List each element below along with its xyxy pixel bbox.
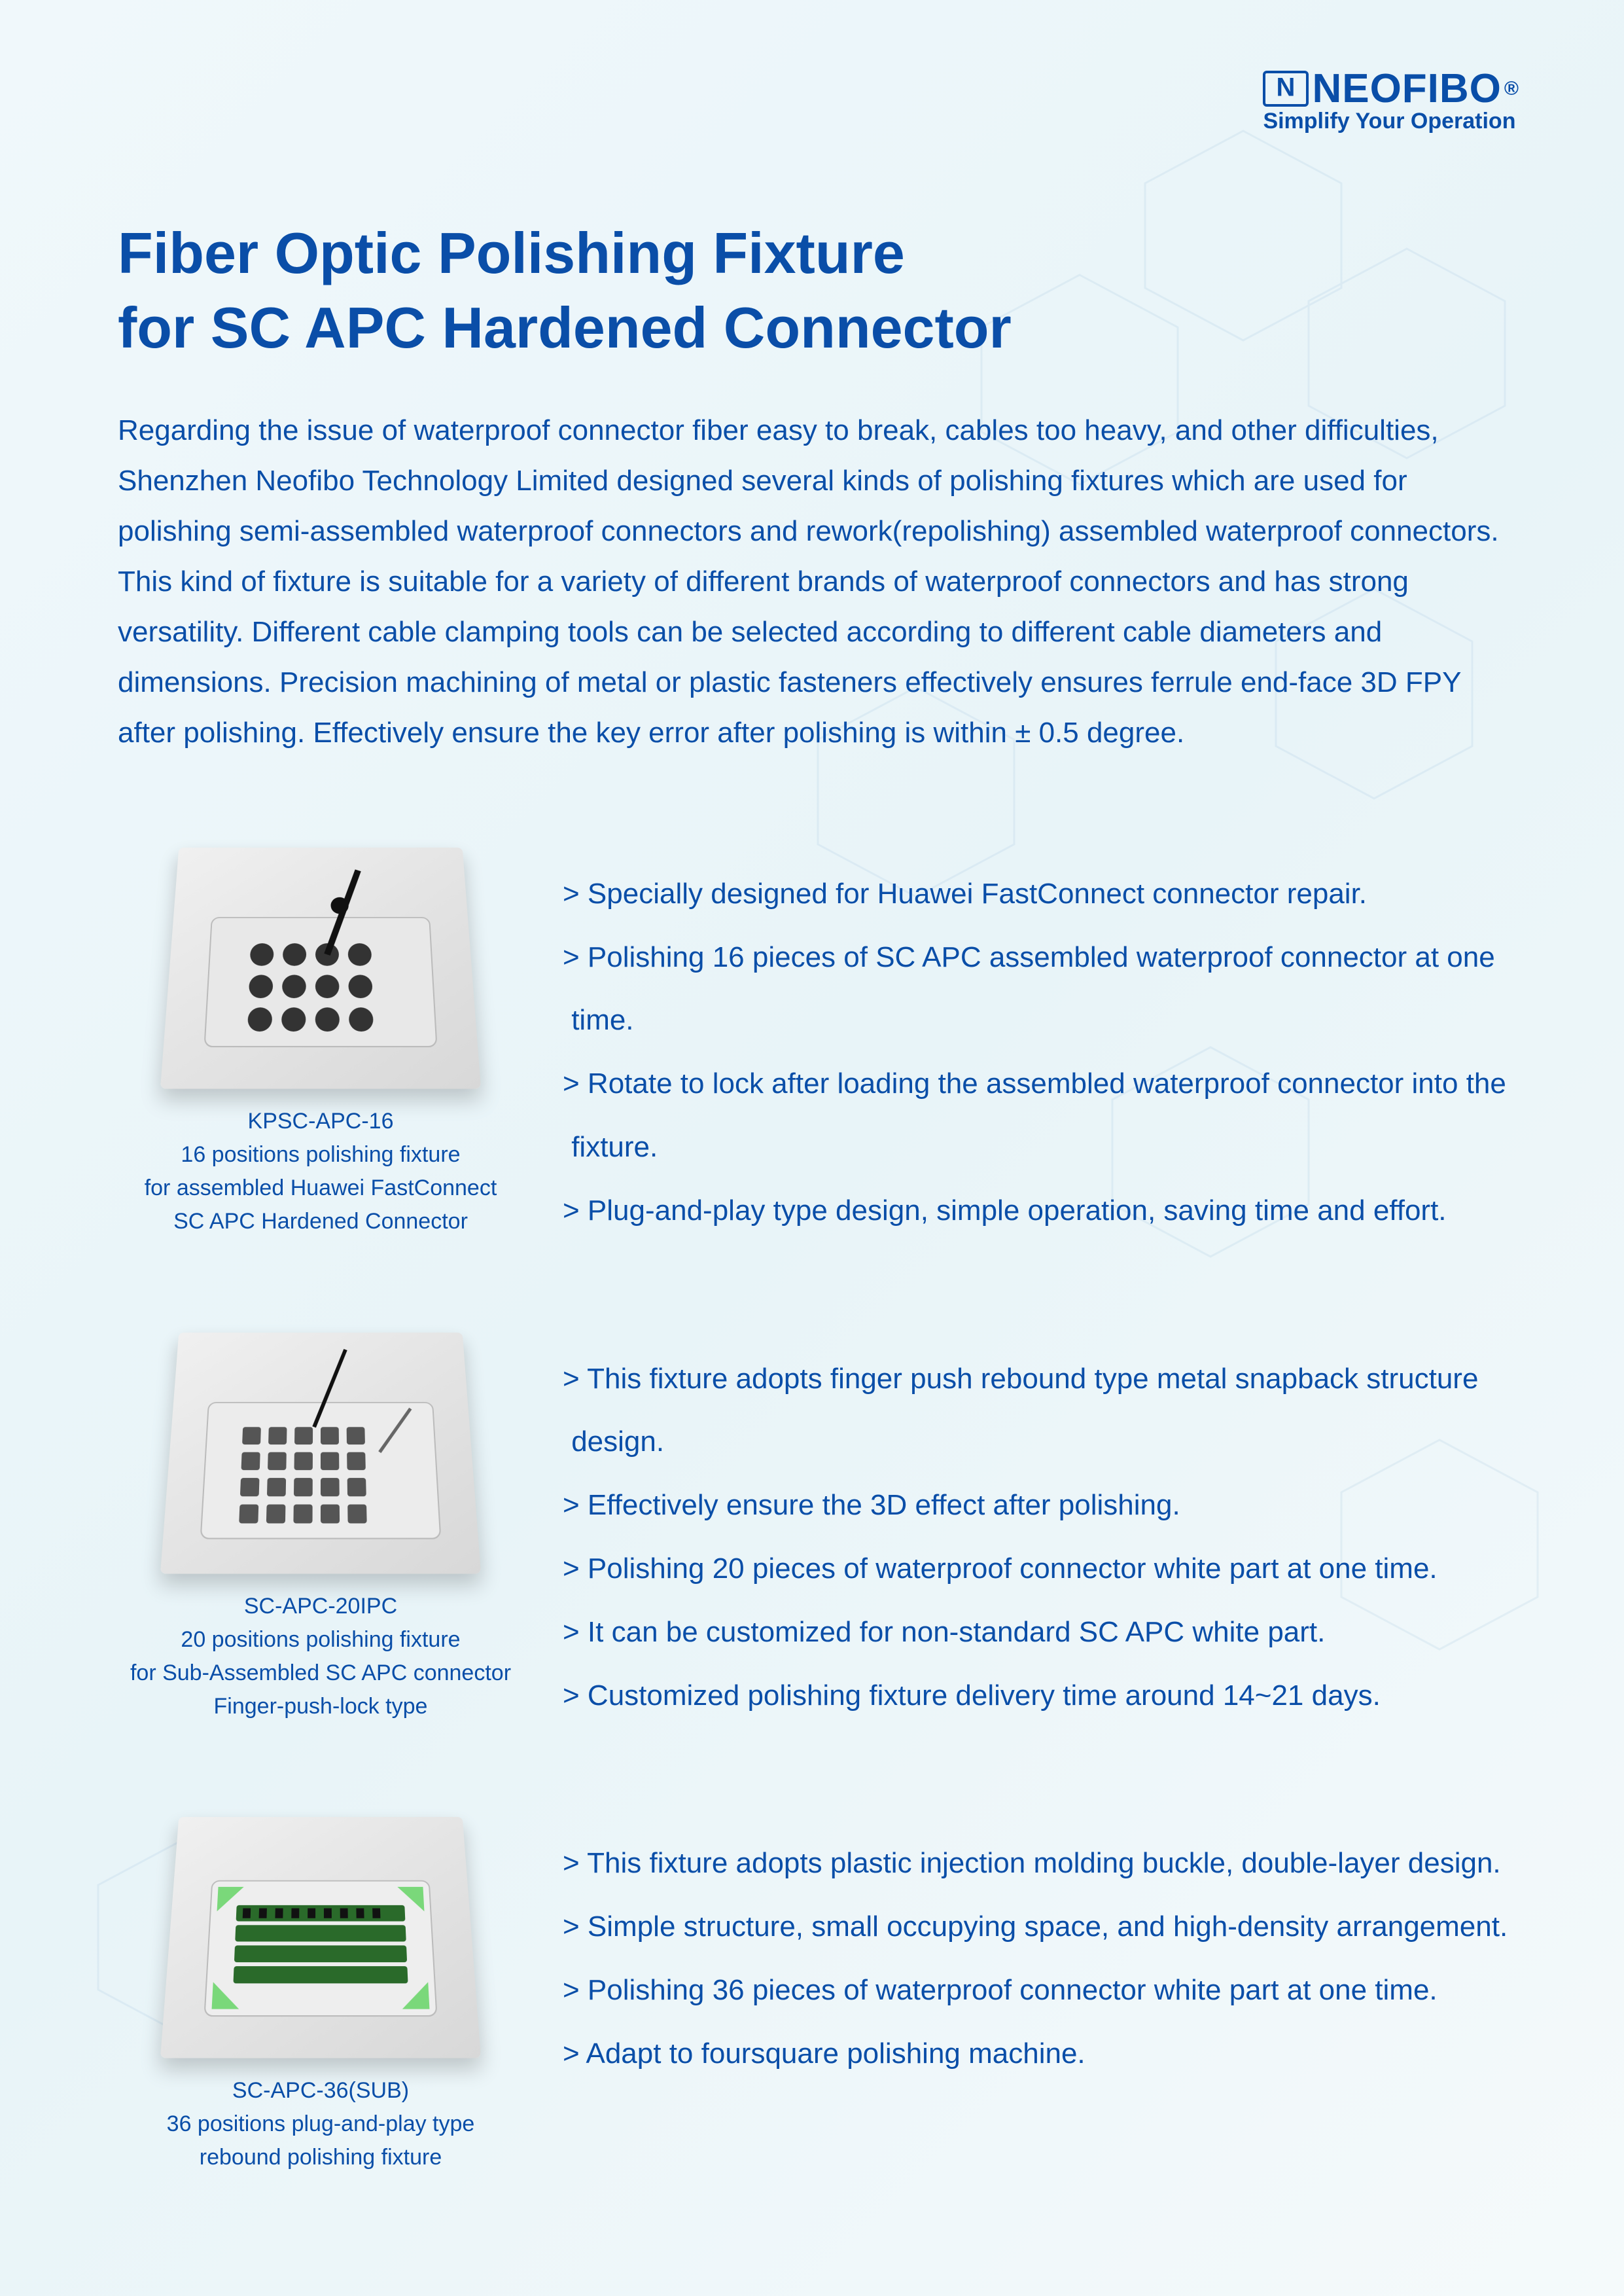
product-caption-1-line-2: for assembled Huawei FastConnect — [145, 1175, 497, 1200]
product-caption-1-line-1: 16 positions polishing fixture — [181, 1142, 460, 1167]
feature-1-2: > Polishing 16 pieces of SC APC assemble… — [563, 926, 1519, 1053]
brand-tagline: Simplify Your Operation — [1263, 109, 1519, 134]
product-caption-2: SC-APC-20IPC 20 positions polishing fixt… — [118, 1590, 523, 1723]
product-caption-2-line-1: 20 positions polishing fixture — [181, 1627, 460, 1652]
product-caption-3-line-2: rebound polishing fixture — [200, 2145, 442, 2170]
feature-2-4: > It can be customized for non-standard … — [563, 1601, 1519, 1664]
feature-3-3: > Polishing 36 pieces of waterproof conn… — [563, 1959, 1519, 2022]
page-title: Fiber Optic Polishing Fixture for SC APC… — [118, 216, 1519, 366]
product-features-1: > Specially designed for Huawei FastConn… — [563, 836, 1519, 1243]
product-row-3: SC-APC-36(SUB) 36 positions plug-and-pla… — [118, 1806, 1519, 2174]
intro-paragraph: Regarding the issue of waterproof connec… — [118, 405, 1519, 758]
product-model-2: SC-APC-20IPC — [118, 1590, 523, 1623]
feature-1-1: > Specially designed for Huawei FastConn… — [563, 863, 1519, 926]
product-image-1 — [160, 848, 481, 1088]
feature-3-2: > Simple structure, small occupying spac… — [563, 1895, 1519, 1959]
feature-2-1: > This fixture adopts finger push reboun… — [563, 1348, 1519, 1475]
product-caption-2-line-3: Finger-push-lock type — [214, 1694, 428, 1719]
product-caption-1-line-3: SC APC Hardened Connector — [173, 1209, 468, 1234]
brand-name: NEOFIBO — [1312, 65, 1501, 112]
product-row-1: KPSC-APC-16 16 positions polishing fixtu… — [118, 836, 1519, 1243]
product-caption-2-line-2: for Sub-Assembled SC APC connector — [130, 1660, 511, 1685]
feature-2-2: > Effectively ensure the 3D effect after… — [563, 1474, 1519, 1537]
product-caption-3: SC-APC-36(SUB) 36 positions plug-and-pla… — [118, 2074, 523, 2174]
feature-2-5: > Customized polishing fixture delivery … — [563, 1664, 1519, 1728]
title-line-2: for SC APC Hardened Connector — [118, 295, 1012, 360]
brand-logo: NEOFIBO ® Simplify Your Operation — [1263, 65, 1519, 134]
logo-icon — [1263, 71, 1309, 107]
product-row-2: SC-APC-20IPC 20 positions polishing fixt… — [118, 1321, 1519, 1728]
product-model-1: KPSC-APC-16 — [118, 1105, 523, 1138]
product-image-3 — [160, 1817, 481, 2058]
product-features-2: > This fixture adopts finger push reboun… — [563, 1321, 1519, 1728]
product-caption-3-line-1: 36 positions plug-and-play type — [167, 2111, 475, 2136]
feature-1-3: > Rotate to lock after loading the assem… — [563, 1052, 1519, 1179]
product-features-3: > This fixture adopts plastic injection … — [563, 1806, 1519, 2085]
feature-3-4: > Adapt to foursquare polishing machine. — [563, 2022, 1519, 2086]
feature-1-4: > Plug-and-play type design, simple oper… — [563, 1179, 1519, 1243]
registered-mark: ® — [1504, 78, 1519, 100]
product-image-2 — [160, 1333, 481, 1573]
feature-2-3: > Polishing 20 pieces of waterproof conn… — [563, 1537, 1519, 1601]
product-caption-1: KPSC-APC-16 16 positions polishing fixtu… — [118, 1105, 523, 1238]
product-model-3: SC-APC-36(SUB) — [118, 2074, 523, 2108]
feature-3-1: > This fixture adopts plastic injection … — [563, 1832, 1519, 1895]
title-line-1: Fiber Optic Polishing Fixture — [118, 221, 905, 285]
